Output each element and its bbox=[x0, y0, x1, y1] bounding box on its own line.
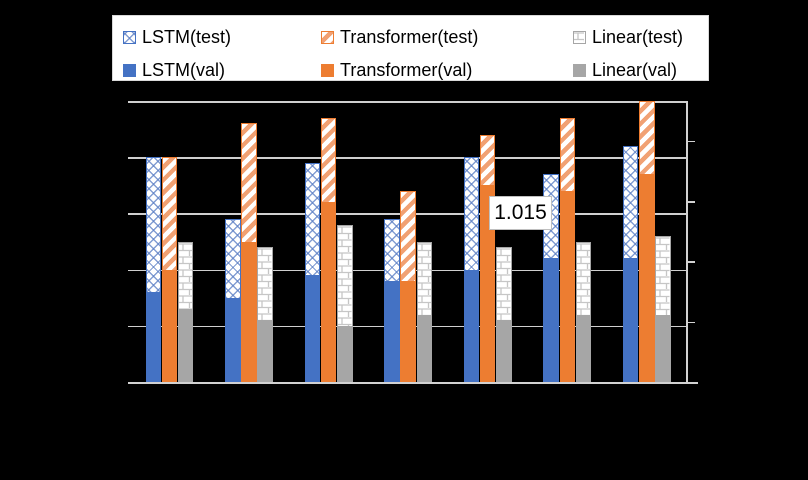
gridline bbox=[128, 101, 686, 103]
bar-linear-val-1 bbox=[177, 308, 194, 382]
legend-label: LSTM(val) bbox=[142, 60, 226, 80]
bar-lstm-val-1 bbox=[145, 292, 161, 382]
bar-transformer-val-6 bbox=[559, 190, 576, 382]
legend-marker-icon bbox=[321, 63, 334, 77]
bar-lstm-val-5 bbox=[463, 269, 480, 382]
right-axis-tick bbox=[686, 321, 695, 324]
data-label-annotation: 1.015 bbox=[489, 196, 552, 230]
legend-marker-icon bbox=[573, 30, 586, 44]
legend-marker-icon bbox=[123, 63, 136, 77]
chart-legend: LSTM(test) Transformer(test) Linear(test) L… bbox=[112, 15, 709, 81]
bar-lstm-val-7 bbox=[622, 258, 639, 382]
legend-item-lstmval: LSTM(val) bbox=[123, 57, 225, 83]
bar-transformer-val-5 bbox=[479, 185, 496, 382]
bar-lstm-val-6 bbox=[543, 258, 559, 382]
bar-transformer-val-1 bbox=[161, 269, 178, 382]
gridline bbox=[128, 157, 686, 159]
bar-transformer-val-7 bbox=[639, 174, 655, 382]
legend-item-linearval: Linear(val) bbox=[573, 57, 677, 83]
right-axis-line bbox=[686, 101, 688, 384]
legend-marker-icon bbox=[573, 63, 586, 77]
legend-item-transformertest: Transformer(test) bbox=[321, 24, 478, 50]
bar-linear-val-7 bbox=[655, 314, 671, 382]
bar-lstm-val-2 bbox=[225, 297, 241, 382]
right-axis-tick bbox=[686, 201, 695, 203]
bar-linear-val-3 bbox=[337, 325, 353, 382]
bar-lstm-val-4 bbox=[384, 280, 400, 382]
bar-linear-val-5 bbox=[496, 320, 512, 382]
bar-transformer-val-3 bbox=[320, 202, 337, 382]
legend-label: LSTM(test) bbox=[142, 27, 232, 47]
bar-transformer-val-2 bbox=[241, 241, 257, 382]
legend-item-lstmtest: LSTM(test) bbox=[123, 24, 231, 50]
legend-label: Linear(test) bbox=[592, 27, 684, 47]
bar-linear-val-4 bbox=[416, 314, 433, 382]
right-axis-tick bbox=[686, 140, 695, 143]
legend-label: Linear(val) bbox=[592, 60, 678, 80]
legend-marker-icon bbox=[321, 30, 334, 44]
x-axis-line bbox=[128, 382, 698, 384]
legend-item-transformerval: Transformer(val) bbox=[321, 57, 472, 83]
bar-transformer-val-4 bbox=[400, 280, 416, 382]
legend-item-lineartest: Linear(test) bbox=[573, 24, 683, 50]
legend-label: Transformer(test) bbox=[340, 27, 479, 47]
legend-marker-icon bbox=[123, 30, 136, 44]
legend-label: Transformer(val) bbox=[340, 60, 473, 80]
bar-linear-val-2 bbox=[257, 320, 273, 382]
bar-lstm-val-3 bbox=[304, 275, 321, 382]
right-axis-tick bbox=[686, 261, 695, 263]
bar-linear-val-6 bbox=[575, 314, 592, 382]
